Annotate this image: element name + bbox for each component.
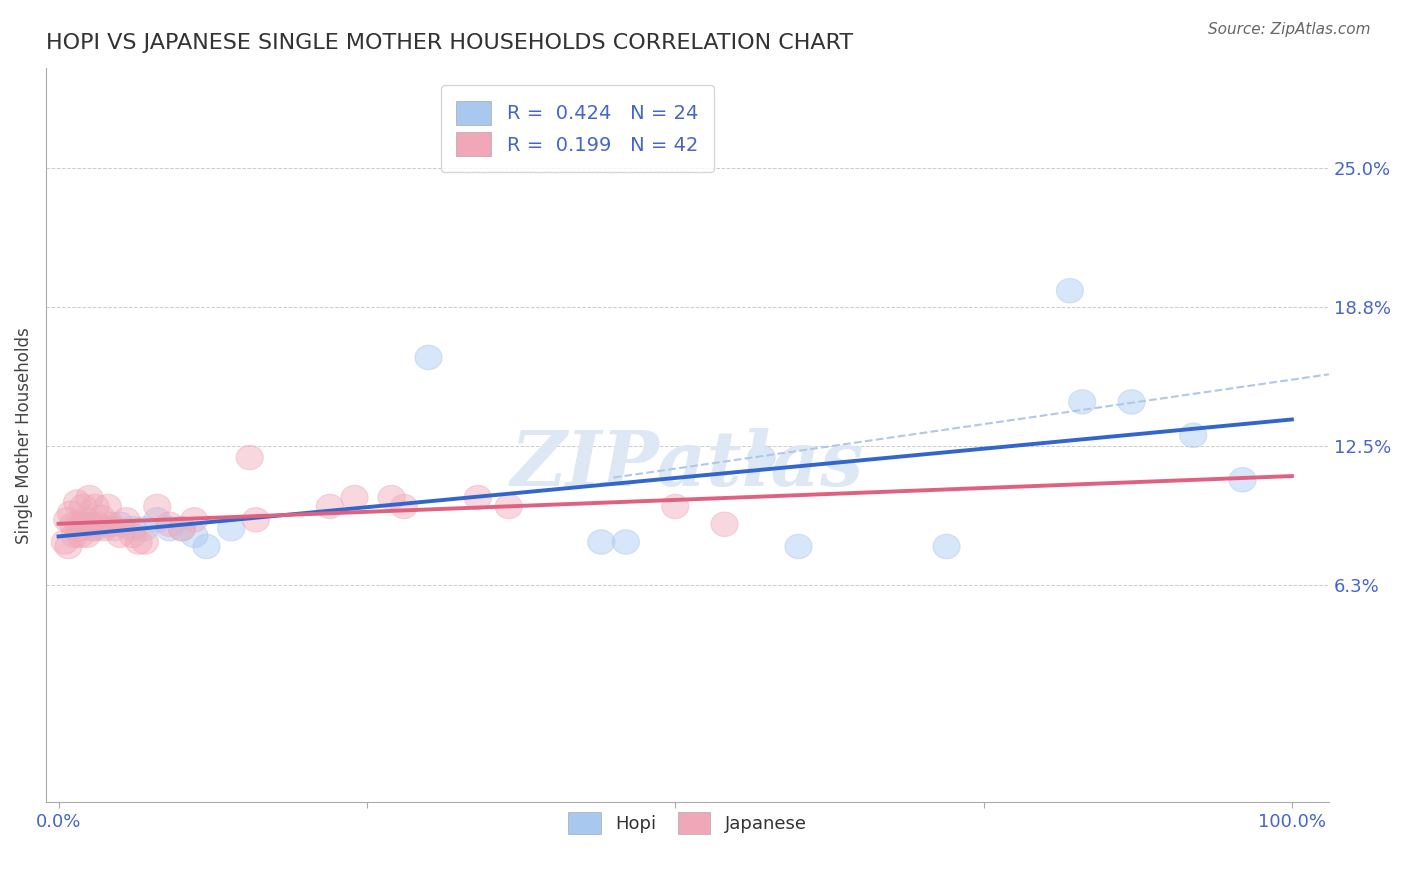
Ellipse shape (125, 530, 152, 554)
Ellipse shape (60, 523, 89, 548)
Ellipse shape (80, 516, 107, 541)
Ellipse shape (1069, 390, 1095, 414)
Ellipse shape (236, 445, 263, 470)
Ellipse shape (342, 485, 368, 510)
Ellipse shape (131, 530, 159, 554)
Ellipse shape (65, 512, 91, 536)
Ellipse shape (180, 523, 208, 548)
Ellipse shape (63, 490, 90, 514)
Text: Source: ZipAtlas.com: Source: ZipAtlas.com (1208, 22, 1371, 37)
Ellipse shape (415, 345, 441, 369)
Ellipse shape (193, 534, 221, 558)
Ellipse shape (711, 512, 738, 536)
Ellipse shape (218, 516, 245, 541)
Ellipse shape (156, 516, 183, 541)
Ellipse shape (100, 516, 128, 541)
Ellipse shape (143, 494, 170, 518)
Ellipse shape (89, 506, 115, 530)
Ellipse shape (934, 534, 960, 558)
Ellipse shape (1229, 467, 1256, 492)
Ellipse shape (662, 494, 689, 518)
Legend: Hopi, Japanese: Hopi, Japanese (557, 801, 818, 845)
Ellipse shape (785, 534, 813, 558)
Ellipse shape (70, 512, 97, 536)
Ellipse shape (391, 494, 418, 518)
Ellipse shape (169, 516, 195, 541)
Text: ZIPatlas: ZIPatlas (510, 427, 865, 501)
Ellipse shape (316, 494, 343, 518)
Ellipse shape (107, 523, 134, 548)
Ellipse shape (120, 523, 146, 548)
Ellipse shape (73, 523, 100, 548)
Ellipse shape (90, 516, 118, 541)
Text: HOPI VS JAPANESE SINGLE MOTHER HOUSEHOLDS CORRELATION CHART: HOPI VS JAPANESE SINGLE MOTHER HOUSEHOLD… (46, 33, 853, 53)
Ellipse shape (1180, 423, 1206, 448)
Ellipse shape (66, 516, 93, 541)
Ellipse shape (588, 530, 614, 554)
Ellipse shape (55, 534, 82, 558)
Ellipse shape (72, 508, 100, 532)
Ellipse shape (67, 523, 94, 548)
Ellipse shape (82, 516, 110, 541)
Ellipse shape (242, 508, 270, 532)
Ellipse shape (60, 512, 87, 536)
Ellipse shape (143, 508, 170, 532)
Ellipse shape (51, 530, 79, 554)
Ellipse shape (84, 512, 111, 536)
Ellipse shape (77, 512, 104, 536)
Ellipse shape (82, 494, 110, 518)
Ellipse shape (53, 508, 80, 532)
Ellipse shape (97, 512, 124, 536)
Ellipse shape (131, 516, 159, 541)
Ellipse shape (70, 494, 97, 518)
Y-axis label: Single Mother Households: Single Mother Households (15, 326, 32, 543)
Ellipse shape (495, 494, 522, 518)
Ellipse shape (1056, 278, 1084, 303)
Ellipse shape (58, 501, 84, 525)
Ellipse shape (76, 485, 103, 510)
Ellipse shape (94, 494, 121, 518)
Ellipse shape (464, 485, 492, 510)
Ellipse shape (1118, 390, 1144, 414)
Ellipse shape (120, 516, 146, 541)
Ellipse shape (156, 512, 183, 536)
Ellipse shape (378, 485, 405, 510)
Ellipse shape (612, 530, 640, 554)
Ellipse shape (180, 508, 208, 532)
Ellipse shape (169, 516, 195, 541)
Ellipse shape (748, 445, 775, 470)
Ellipse shape (112, 508, 141, 532)
Ellipse shape (107, 512, 134, 536)
